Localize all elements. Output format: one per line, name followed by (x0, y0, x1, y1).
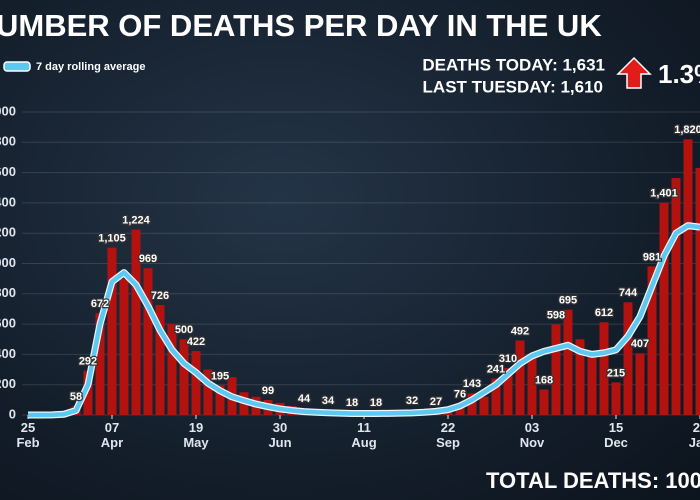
legend-label: 7 day rolling average (36, 61, 145, 73)
value-label: 981 (643, 251, 661, 263)
y-tick-label: 1,600 (0, 164, 16, 179)
bar (203, 369, 213, 415)
bar (491, 378, 501, 415)
bar (659, 202, 669, 415)
value-label: 695 (559, 295, 577, 307)
bar (623, 302, 633, 415)
x-tick-label: 03 Nov (519, 420, 545, 450)
value-label: 143 (463, 378, 481, 390)
bar (611, 382, 621, 415)
x-tick-label: 30 Jun (268, 420, 292, 450)
bar (479, 396, 489, 415)
bar (647, 266, 657, 415)
y-tick-label: 1,000 (0, 255, 16, 270)
x-tick-label: 07 Apr (100, 420, 124, 450)
bar (503, 368, 513, 415)
value-label: 612 (595, 307, 613, 319)
bar (599, 322, 609, 415)
value-label: 32 (406, 395, 418, 407)
bar (551, 324, 561, 415)
bar (635, 353, 645, 415)
value-label: 744 (619, 287, 638, 299)
value-label: 1,820 (674, 124, 700, 136)
y-tick-label: 200 (0, 376, 16, 391)
value-label: 292 (79, 356, 97, 368)
x-tick-label: 25 Feb (16, 420, 40, 450)
y-tick-label: 1,400 (0, 194, 16, 209)
up-arrow (616, 56, 652, 89)
value-label: 1,105 (98, 232, 126, 244)
bar (167, 324, 177, 415)
bar (671, 178, 681, 415)
value-label: 310 (499, 353, 517, 365)
bar (587, 354, 597, 415)
total-deaths: TOTAL DEATHS: 100,1 (486, 468, 700, 493)
value-label: 58 (70, 391, 82, 403)
bar (215, 385, 225, 415)
deaths-today: DEATHS TODAY: 1,631 (422, 55, 605, 74)
value-label: 422 (187, 336, 205, 348)
bar (179, 339, 189, 415)
value-label: 241 (487, 363, 505, 375)
bar (467, 393, 477, 415)
value-label: 407 (631, 338, 649, 350)
value-label: 18 (346, 397, 358, 409)
y-tick-label: 400 (0, 346, 16, 361)
x-tick-label: 26 Jan (688, 420, 700, 450)
value-label: 215 (607, 367, 625, 379)
x-tick-label: 22 Sep (436, 420, 460, 450)
value-label: 726 (151, 290, 169, 302)
change: 1.3% (658, 59, 700, 89)
bar (695, 167, 700, 415)
x-tick-label: 19 May (183, 420, 209, 450)
value-label: 195 (211, 370, 229, 382)
bar (539, 389, 549, 415)
bar (527, 354, 537, 415)
value-label: 598 (547, 309, 565, 321)
y-tick-label: 600 (0, 316, 16, 331)
x-tick-label: 15 Dec (604, 420, 628, 450)
legend-swatch (3, 61, 31, 72)
x-tick-label: 11 Aug (351, 420, 377, 450)
bar (143, 268, 153, 415)
value-label: 34 (322, 395, 335, 407)
last-tuesday: LAST TUESDAY: 1,610 (423, 77, 603, 96)
value-label: 76 (454, 388, 466, 400)
y-tick-label: 1,200 (0, 225, 16, 240)
value-label: 492 (511, 325, 529, 337)
value-label: 1,401 (650, 188, 678, 200)
bar (95, 313, 105, 415)
line (28, 223, 700, 418)
bar (575, 339, 585, 415)
value-label: 1,224 (122, 214, 150, 226)
bar (107, 247, 117, 415)
bar (191, 351, 201, 415)
value-label: 44 (298, 393, 311, 405)
y-tick-label: 0 (9, 406, 16, 421)
bar (683, 139, 693, 415)
y-tick-label: 800 (0, 285, 16, 300)
bar (563, 309, 573, 415)
bar (515, 340, 525, 415)
bar (131, 229, 141, 415)
y-tick-label: 2,000 (0, 103, 16, 118)
value-label: 672 (91, 298, 109, 310)
value-label: 99 (262, 385, 274, 397)
value-label: 18 (370, 397, 382, 409)
value-label: 168 (535, 374, 553, 386)
y-tick-label: 1,800 (0, 134, 16, 149)
value-label: 500 (175, 324, 193, 336)
bar (155, 305, 165, 415)
line-outline (28, 222, 700, 419)
bar (119, 278, 129, 415)
chart-title: UMBER OF DEATHS PER DAY IN THE UK (0, 8, 602, 43)
value-label: 27 (430, 396, 442, 408)
value-label: 969 (139, 253, 157, 265)
